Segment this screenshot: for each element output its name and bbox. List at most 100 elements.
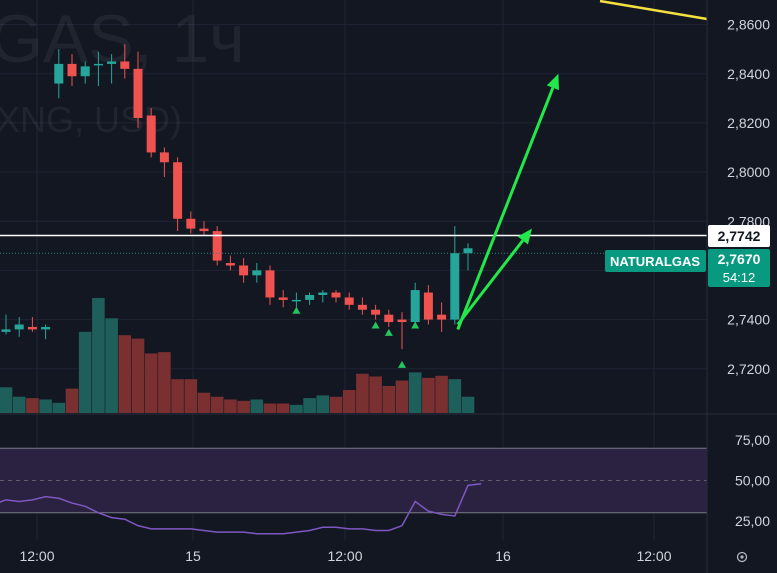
- time-tick-label: 12:00: [327, 548, 362, 564]
- candle-body: [173, 162, 183, 219]
- volume-bar: [263, 403, 277, 413]
- candle-body: [423, 292, 433, 320]
- projection-arrow-line[interactable]: [456, 239, 525, 326]
- candle-body: [159, 152, 169, 163]
- volume-bar: [435, 375, 448, 413]
- price-tick-label: 2,8400: [727, 66, 770, 82]
- volume-bar: [303, 398, 316, 413]
- price-tick-label: 2,7200: [727, 361, 770, 377]
- candle-body: [186, 218, 196, 229]
- projection-arrow-head: [546, 73, 559, 91]
- rsi-tick-label: 50,00: [735, 473, 770, 489]
- volume-bar: [12, 396, 26, 413]
- line-value-badge: [708, 225, 770, 247]
- volume-bar: [342, 390, 356, 413]
- trend-line[interactable]: [599, 0, 708, 21]
- candle-body: [67, 63, 77, 77]
- candle-body: [239, 265, 249, 276]
- volume-bar: [329, 396, 343, 413]
- candle-body: [120, 61, 130, 69]
- rsi-tick-label: 25,00: [735, 513, 770, 529]
- candle-body: [344, 297, 354, 305]
- buy-signal-marker: [384, 328, 393, 336]
- volume-bar: [118, 335, 132, 413]
- candle-body: [331, 292, 341, 298]
- volume-bar: [290, 404, 303, 413]
- symbol-badge: [605, 250, 706, 272]
- volume-bar: [356, 373, 369, 413]
- candle-body: [80, 66, 90, 77]
- candle-body: [291, 299, 301, 302]
- candle-body: [278, 297, 288, 300]
- volume-bar: [52, 402, 66, 413]
- candle-body: [41, 326, 51, 330]
- volume-bar: [250, 399, 264, 413]
- volume-bar: [237, 400, 250, 413]
- volume-bar: [210, 396, 224, 413]
- candle-body: [107, 61, 117, 64]
- volume-bar: [224, 399, 237, 413]
- gear-icon[interactable]: [736, 551, 748, 563]
- volume-bar: [171, 379, 184, 413]
- candle-body: [305, 295, 315, 300]
- volume-bar: [131, 338, 145, 413]
- candle-body: [54, 63, 64, 84]
- projection-arrow-line[interactable]: [456, 87, 555, 330]
- volume-bar: [144, 353, 158, 413]
- time-tick-label: 12:00: [19, 548, 54, 564]
- candle-body: [397, 319, 407, 323]
- rsi-tick-label: 75,00: [735, 432, 770, 448]
- candle-body: [450, 253, 460, 320]
- line-value-label: 2,7742: [718, 228, 761, 244]
- price-tick-label: 2,8000: [727, 164, 770, 180]
- candle-body: [318, 292, 328, 295]
- price-tick-label: 2,8200: [727, 115, 770, 131]
- volume-bar: [197, 392, 211, 413]
- volume-bar: [78, 331, 92, 413]
- candle-body: [27, 326, 37, 330]
- projection-arrow-head: [517, 228, 532, 245]
- volume-bar: [316, 395, 330, 413]
- buy-signal-marker: [411, 321, 420, 329]
- volume-bar: [158, 352, 171, 413]
- volume-bar: [395, 380, 409, 413]
- volume-bar: [422, 377, 435, 413]
- candle-body: [410, 290, 420, 323]
- last-price-badge: [708, 249, 770, 287]
- candle-body: [463, 248, 473, 254]
- candle-body: [146, 115, 156, 153]
- symbol-label: NATURALGAS: [610, 254, 700, 269]
- volume-bar: [448, 379, 462, 413]
- candle-body: [199, 228, 209, 232]
- candle-body: [252, 270, 262, 276]
- buy-signal-marker: [398, 360, 406, 368]
- volume-bar: [369, 376, 382, 413]
- time-tick-label: 16: [495, 548, 511, 564]
- last-price-label: 2,7670: [718, 251, 761, 267]
- volume-bar: [184, 379, 198, 413]
- volume-bar: [26, 398, 39, 413]
- candle-body: [371, 309, 381, 315]
- volume-bar: [461, 396, 475, 413]
- candle-body: [437, 314, 447, 320]
- volume-bar: [65, 388, 79, 413]
- candle-body: [265, 270, 275, 298]
- candle-body: [212, 231, 222, 261]
- buy-signal-marker: [371, 321, 380, 329]
- countdown-label: 54:12: [723, 270, 756, 285]
- volume-bar: [0, 387, 13, 413]
- volume-bar: [276, 403, 290, 413]
- rsi-line: [0, 482, 482, 535]
- candle-body: [384, 314, 394, 323]
- volume-bar: [92, 298, 105, 413]
- volume-bar: [408, 372, 422, 413]
- price-tick-label: 2,7400: [727, 312, 770, 328]
- volume-bar: [39, 399, 52, 413]
- candle-body: [357, 304, 367, 310]
- time-tick-label: 15: [185, 548, 201, 564]
- volume-bar: [105, 318, 118, 413]
- time-tick-label: 12:00: [636, 548, 671, 564]
- volume-bar: [382, 385, 396, 413]
